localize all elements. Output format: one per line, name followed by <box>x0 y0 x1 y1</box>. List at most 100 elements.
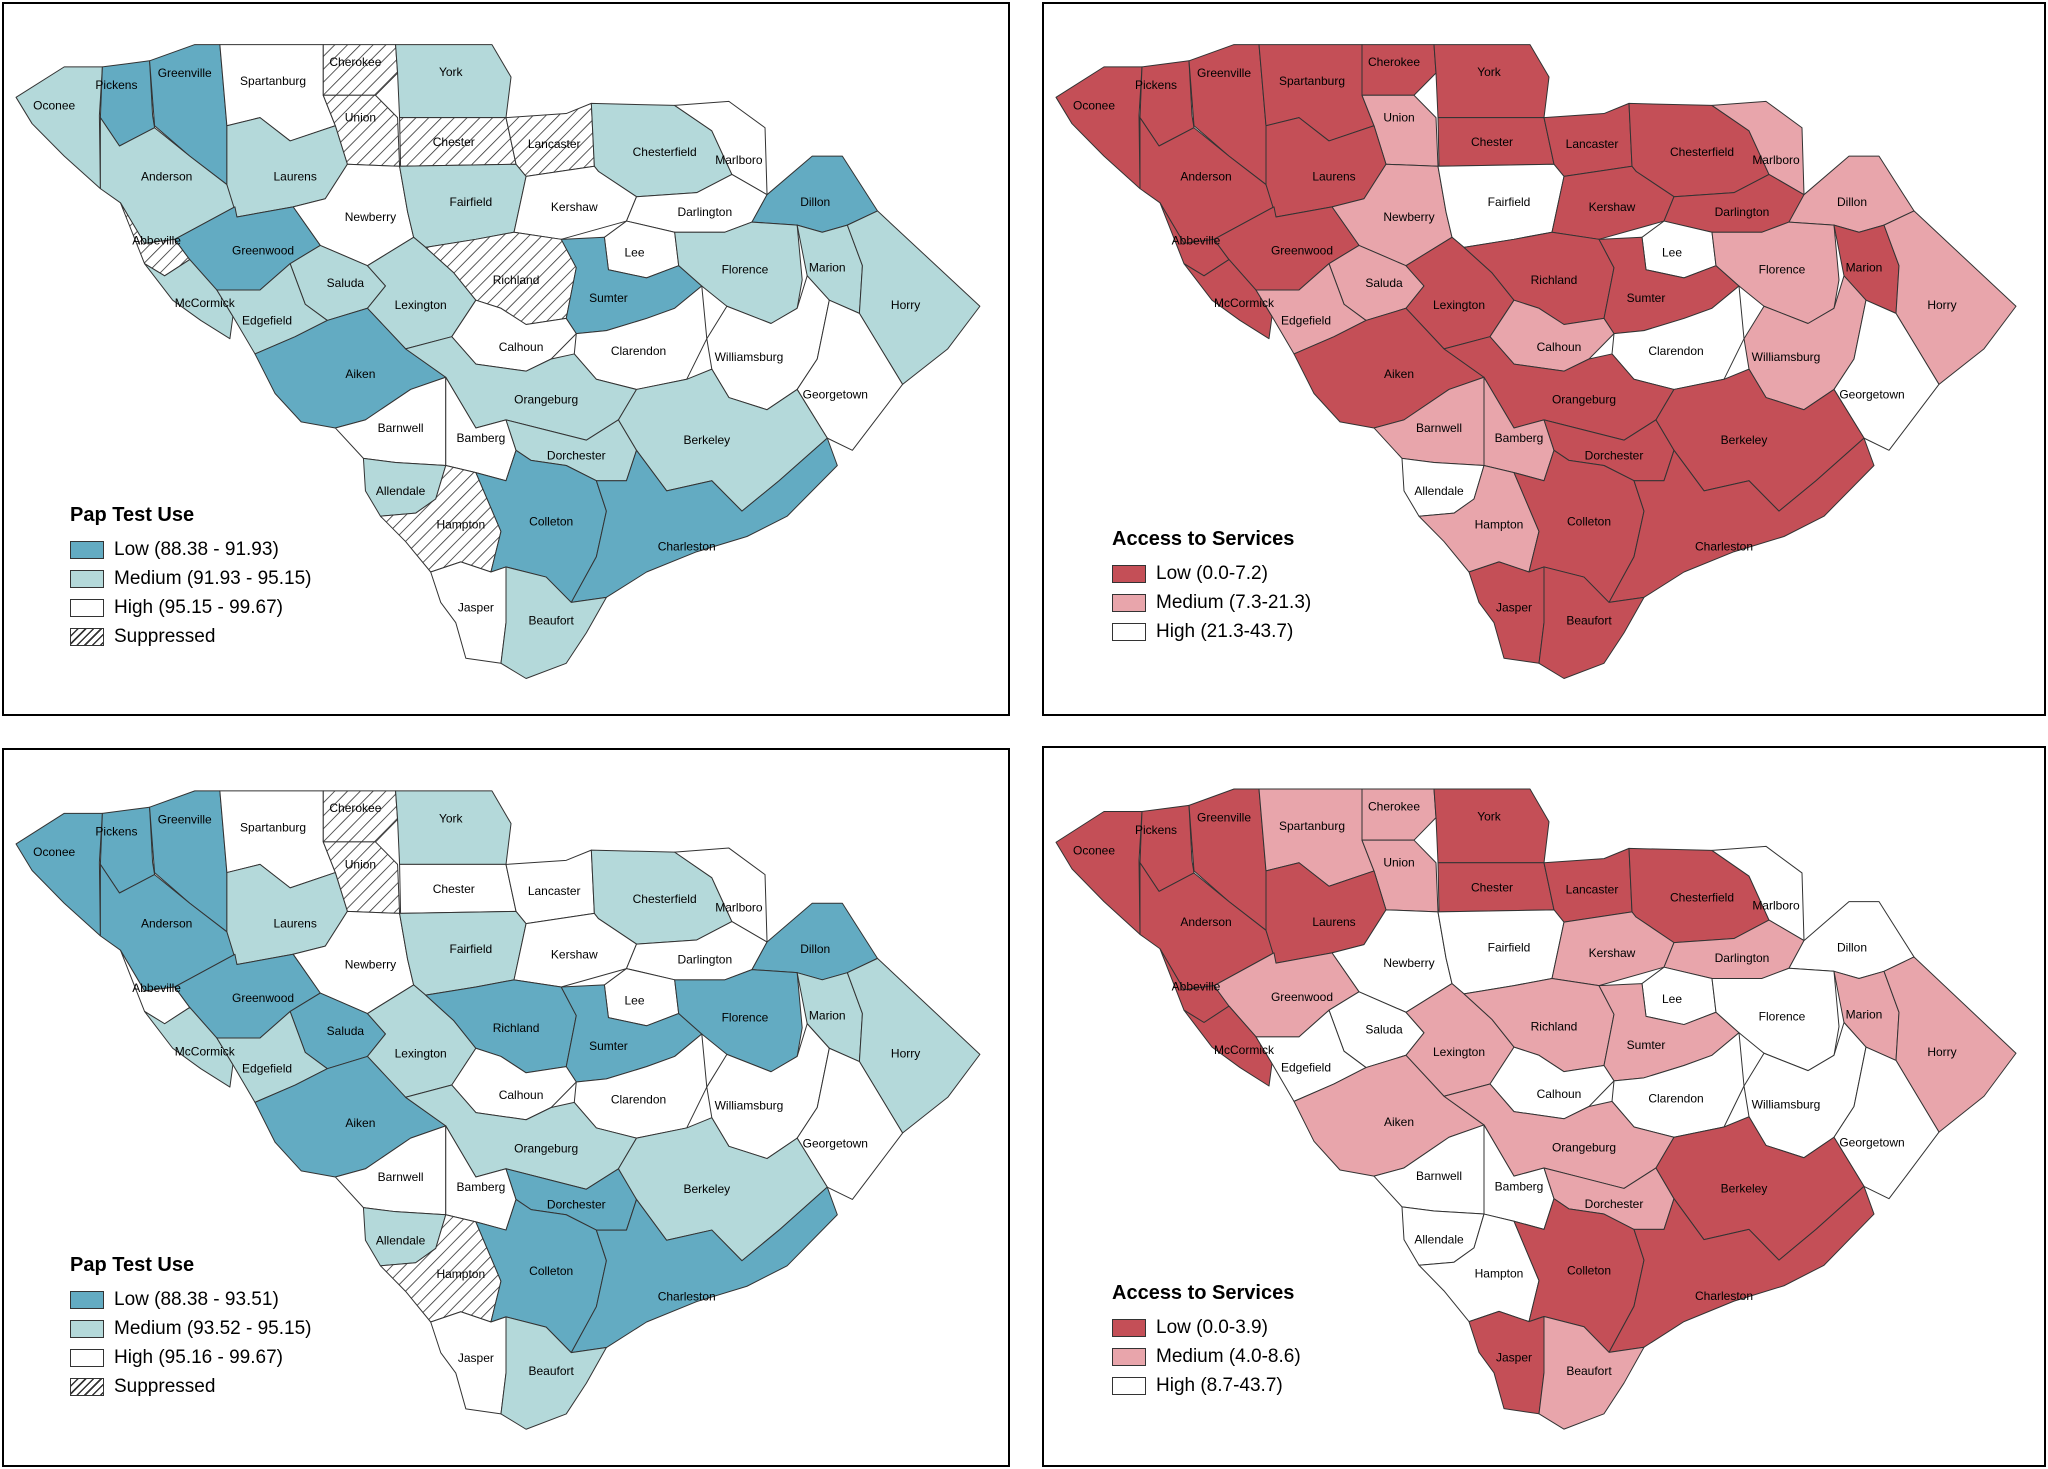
county-label-spartanburg: Spartanburg <box>240 821 306 835</box>
county-label-newberry: Newberry <box>345 958 396 972</box>
county-label-cherokee: Cherokee <box>1368 799 1420 813</box>
county-label-dorchester: Dorchester <box>547 1198 606 1212</box>
legend-label-low: Low (88.38 - 91.93) <box>114 538 279 560</box>
legend-label-low: Low (0.0-7.2) <box>1156 562 1268 584</box>
county-label-charleston: Charleston <box>658 1289 716 1303</box>
swatch-low <box>1112 1318 1146 1337</box>
legend-item-medium: Medium (7.3-21.3) <box>1112 588 1311 617</box>
map-svg: Oconee Pickens Greenville Spartanburg Cherok… <box>1044 748 2044 1465</box>
county-label-bamberg: Bamberg <box>457 1180 506 1194</box>
county-beaufort <box>1539 1316 1644 1429</box>
county-label-abbeville: Abbeville <box>1172 980 1221 994</box>
county-label-chester: Chester <box>433 135 475 149</box>
legend-item-suppressed: Suppressed <box>70 1372 312 1401</box>
map-panel-access-to-services-1: Oconee Pickens Greenville Spartanburg Cherok… <box>1042 2 2046 716</box>
swatch-suppressed <box>70 627 104 646</box>
county-label-hampton: Hampton <box>436 517 485 531</box>
legend-item-low: Low (0.0-7.2) <box>1112 559 1311 588</box>
county-label-williamsburg: Williamsburg <box>715 1098 784 1112</box>
swatch-high <box>70 598 104 617</box>
county-label-jasper: Jasper <box>1496 601 1532 615</box>
county-oconee <box>1056 812 1142 935</box>
legend: Access to Services Low (0.0-7.2) Medium … <box>1112 528 1311 646</box>
county-label-georgetown: Georgetown <box>803 388 868 402</box>
county-label-orangeburg: Orangeburg <box>1552 1140 1616 1154</box>
county-cherokee <box>323 791 397 842</box>
county-label-mccormick: McCormick <box>175 1044 236 1058</box>
county-label-calhoun: Calhoun <box>1537 1087 1582 1101</box>
county-label-beaufort: Beaufort <box>1566 614 1612 628</box>
county-beaufort <box>501 1317 606 1429</box>
county-label-kershaw: Kershaw <box>551 947 598 961</box>
county-label-lexington: Lexington <box>1433 298 1485 312</box>
county-label-newberry: Newberry <box>1383 210 1434 224</box>
county-label-barnwell: Barnwell <box>378 421 424 435</box>
legend-item-high: High (95.16 - 99.67) <box>70 1343 312 1372</box>
county-label-clarendon: Clarendon <box>1648 344 1703 358</box>
county-label-aiken: Aiken <box>345 367 375 381</box>
county-label-cherokee: Cherokee <box>1368 55 1420 69</box>
county-label-anderson: Anderson <box>1180 915 1231 929</box>
county-label-richland: Richland <box>1531 273 1578 287</box>
county-beaufort <box>1539 567 1644 679</box>
map-panel-access-to-services-2: Oconee Pickens Greenville Spartanburg Cherok… <box>1042 746 2046 1467</box>
county-label-allendale: Allendale <box>1414 484 1464 498</box>
county-label-marion: Marion <box>1846 261 1883 275</box>
legend-label-suppressed: Suppressed <box>114 625 216 647</box>
county-label-clarendon: Clarendon <box>1648 1091 1703 1105</box>
county-label-oconee: Oconee <box>1073 843 1115 857</box>
county-label-richland: Richland <box>493 1021 540 1035</box>
county-label-aiken: Aiken <box>1384 367 1414 381</box>
counties-group <box>1056 45 2016 679</box>
county-georgetown <box>797 300 902 450</box>
counties-group <box>1056 789 2016 1429</box>
county-labels: Oconee Pickens Greenville Spartanburg Cherok… <box>33 801 920 1378</box>
county-label-sumter: Sumter <box>1627 1038 1666 1052</box>
county-label-calhoun: Calhoun <box>1537 340 1582 354</box>
legend-label-high: High (8.7-43.7) <box>1156 1374 1283 1396</box>
county-label-barnwell: Barnwell <box>1416 421 1462 435</box>
county-label-aiken: Aiken <box>345 1116 375 1130</box>
county-label-greenville: Greenville <box>1197 811 1251 825</box>
county-georgetown <box>1834 1047 1939 1199</box>
counties-group <box>16 45 980 679</box>
legend-label-high: High (95.16 - 99.67) <box>114 1346 283 1368</box>
legend: Pap Test Use Low (88.38 - 91.93) Medium … <box>70 504 312 651</box>
county-label-sumter: Sumter <box>589 291 628 305</box>
swatch-medium <box>70 569 104 588</box>
county-label-orangeburg: Orangeburg <box>1552 393 1616 407</box>
map-svg: Oconee Pickens Greenville Spartanburg Cherok… <box>4 750 1008 1465</box>
county-label-abbeville: Abbeville <box>132 233 181 247</box>
county-label-dillon: Dillon <box>1837 195 1867 209</box>
county-label-york: York <box>439 811 464 825</box>
county-label-dillon: Dillon <box>800 195 830 209</box>
county-label-union: Union <box>1383 111 1414 125</box>
county-label-darlington: Darlington <box>677 205 732 219</box>
county-label-georgetown: Georgetown <box>1839 388 1904 402</box>
county-labels: Oconee Pickens Greenville Spartanburg Cherok… <box>1073 799 1957 1377</box>
county-label-pickens: Pickens <box>95 825 137 839</box>
county-label-horry: Horry <box>891 298 920 312</box>
county-label-marlboro: Marlboro <box>1752 899 1800 913</box>
county-label-berkeley: Berkeley <box>683 1182 730 1196</box>
legend-item-low: Low (0.0-3.9) <box>1112 1313 1301 1342</box>
county-label-lancaster: Lancaster <box>528 137 581 151</box>
legend-item-medium: Medium (91.93 - 95.15) <box>70 564 312 593</box>
county-label-colleton: Colleton <box>1567 514 1611 528</box>
county-label-saluda: Saluda <box>327 276 365 290</box>
county-label-colleton: Colleton <box>1567 1263 1611 1277</box>
legend-label-medium: Medium (93.52 - 95.15) <box>114 1317 312 1339</box>
county-label-hampton: Hampton <box>1475 517 1524 531</box>
county-label-clarendon: Clarendon <box>611 344 666 358</box>
legend-label-medium: Medium (4.0-8.6) <box>1156 1345 1301 1367</box>
map-svg: Oconee Pickens Greenville Spartanburg Cherok… <box>1044 4 2044 714</box>
county-charleston <box>571 438 837 602</box>
county-cherokee <box>1362 45 1436 96</box>
county-label-greenville: Greenville <box>1197 66 1251 80</box>
county-label-chester: Chester <box>1471 135 1513 149</box>
county-label-barnwell: Barnwell <box>1416 1169 1462 1183</box>
county-label-dillon: Dillon <box>1837 941 1867 955</box>
county-label-dorchester: Dorchester <box>1585 448 1644 462</box>
county-label-richland: Richland <box>1531 1020 1578 1034</box>
county-labels: Oconee Pickens Greenville Spartanburg Cherok… <box>1073 55 1957 628</box>
